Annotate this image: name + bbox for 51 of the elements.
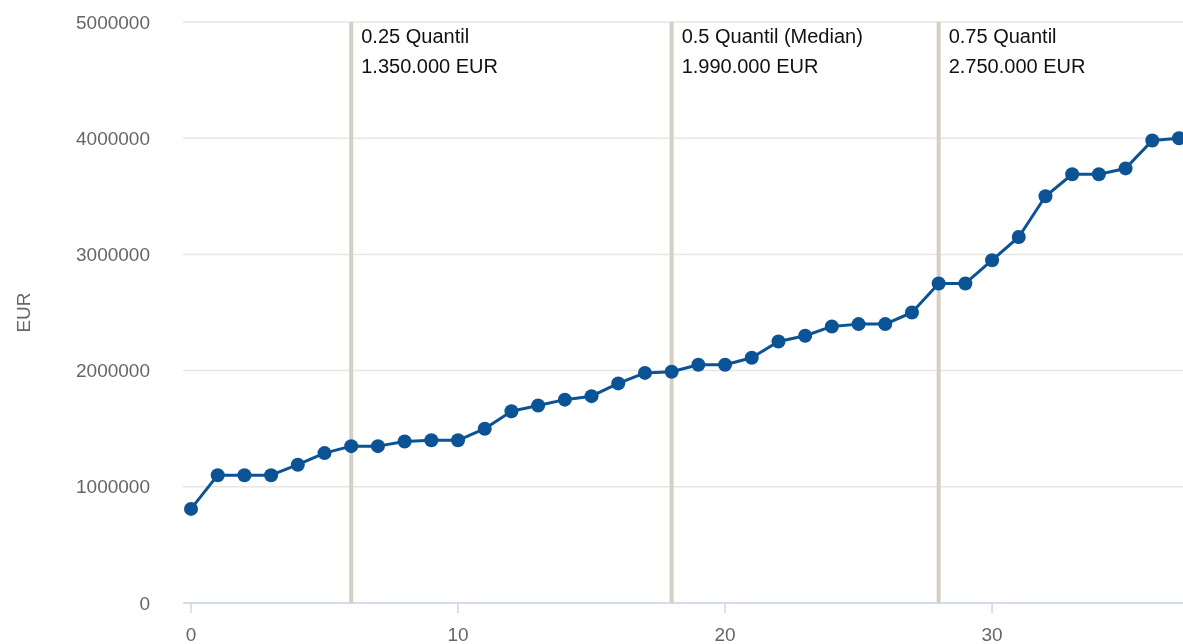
- point: [397, 434, 412, 449]
- x-tick-label: 20: [714, 624, 736, 644]
- point: [451, 433, 466, 448]
- y-axis-title: EUR: [13, 292, 34, 333]
- point: [504, 404, 519, 419]
- point: [1091, 167, 1106, 182]
- ref-line-label: 0.5 Quantil (Median) 1.990.000 EUR: [681, 25, 863, 77]
- point: [985, 253, 1000, 268]
- point: [664, 364, 679, 379]
- y-tick-label: 5000000: [76, 11, 150, 33]
- point: [1038, 189, 1053, 204]
- point: [290, 457, 305, 472]
- point: [264, 468, 279, 483]
- point: [424, 433, 439, 448]
- point: [1065, 167, 1080, 182]
- point: [184, 501, 199, 516]
- x-tick-label: 10: [447, 624, 469, 644]
- x-tick-label: 0: [185, 624, 197, 644]
- y-tick-label: 2000000: [76, 360, 150, 382]
- point: [210, 468, 225, 483]
- point: [317, 446, 332, 461]
- x-tick-label: 30: [981, 624, 1003, 644]
- y-tick-label: 1000000: [76, 476, 150, 498]
- point: [771, 334, 786, 349]
- point: [798, 328, 813, 343]
- point: [531, 398, 546, 413]
- point: [691, 357, 706, 372]
- y-tick-label: 4000000: [76, 127, 150, 149]
- point: [931, 276, 946, 291]
- y-tick-label: 3000000: [76, 244, 150, 266]
- point: [584, 389, 599, 404]
- ref-line-label: 0.75 Quantil 2.750.000 EUR: [948, 25, 1086, 77]
- point: [557, 392, 572, 407]
- point: [824, 319, 839, 334]
- point: [477, 421, 492, 436]
- point: [637, 365, 652, 380]
- point: [851, 317, 866, 332]
- point: [1011, 229, 1026, 244]
- ref-line-label: 0.25 Quantil 1.350.000 EUR: [361, 25, 498, 77]
- point: [344, 439, 359, 454]
- point: [718, 357, 733, 372]
- point: [1145, 133, 1160, 148]
- point: [237, 468, 252, 483]
- point: [744, 350, 759, 365]
- y-tick-label: 0: [139, 592, 150, 614]
- point: [958, 276, 973, 291]
- point: [611, 376, 626, 391]
- point: [904, 305, 919, 320]
- point: [370, 439, 385, 454]
- point: [878, 317, 893, 332]
- point: [1118, 161, 1133, 176]
